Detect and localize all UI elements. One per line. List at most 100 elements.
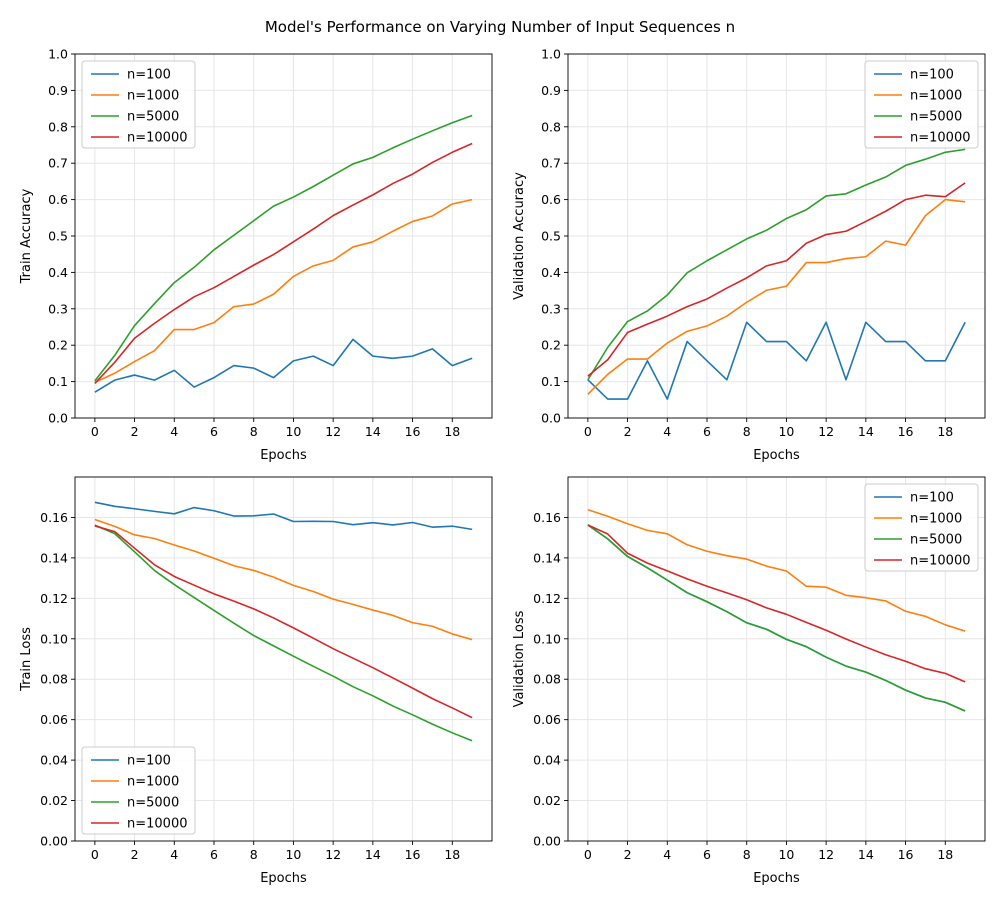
series-line-n-10000: [94, 525, 473, 719]
train-accuracy-x-axis-label: Epochs: [260, 448, 307, 463]
y-tick-label: 0.14: [533, 550, 561, 565]
train-loss-y-axis-label: Train Loss: [19, 627, 34, 692]
y-tick-label: 0.9: [48, 83, 68, 98]
x-tick-label: 12: [325, 847, 341, 862]
series-line-n-1000: [94, 198, 473, 384]
series-line-n-10000: [94, 142, 473, 384]
x-tick-label: 0: [584, 424, 592, 439]
series-line-n-100: [587, 321, 966, 400]
y-tick-label: 0.3: [48, 301, 68, 316]
y-tick-label: 0.0: [541, 411, 561, 426]
train-accuracy-x-ticks: 0 2 4 6 8 10 12 14 16 18: [91, 418, 460, 439]
x-tick-label: 16: [405, 847, 421, 862]
y-tick-label: 0.1: [541, 374, 561, 389]
legend-label: n=10000: [127, 131, 188, 146]
figure-title: Model's Performance on Varying Number of…: [265, 18, 735, 36]
series-line-n-100: [94, 338, 473, 393]
series-line-n-1000: [587, 508, 966, 632]
series-line-n-5000: [94, 524, 473, 742]
train-accuracy-series: [94, 114, 473, 393]
x-tick-label: 14: [858, 847, 874, 862]
legend-label: n=100: [127, 754, 171, 769]
legend-label: n=5000: [127, 110, 179, 125]
legend-label: n=100: [127, 68, 171, 83]
train-loss-x-axis-label: Epochs: [260, 871, 307, 886]
y-tick-label: 0.6: [48, 192, 68, 207]
x-tick-label: 2: [131, 424, 139, 439]
legend-label: n=10000: [910, 131, 971, 146]
y-tick-label: 0.08: [533, 672, 561, 687]
x-tick-label: 8: [743, 424, 751, 439]
x-tick-label: 4: [170, 424, 178, 439]
y-tick-label: 0.06: [533, 712, 561, 727]
y-tick-label: 0.4: [48, 265, 68, 280]
legend-label: n=1000: [127, 775, 179, 790]
x-tick-label: 2: [131, 847, 139, 862]
y-tick-label: 0.6: [541, 192, 561, 207]
x-tick-label: 18: [937, 424, 953, 439]
train-accuracy-legend: n=100 n=1000 n=5000 n=10000: [81, 60, 196, 149]
validation-accuracy-y-axis-label: Validation Accuracy: [512, 172, 527, 300]
y-tick-label: 0.10: [40, 631, 68, 646]
validation-loss-y-ticks: 0.00 0.02 0.04 0.06 0.08 0.10 0.12 0.14 0.16: [533, 510, 568, 849]
y-tick-label: 0.02: [533, 793, 561, 808]
x-tick-label: 2: [624, 847, 632, 862]
train-loss-y-ticks: 0.00 0.02 0.04 0.06 0.08 0.10 0.12 0.14 0.16: [40, 510, 75, 849]
y-tick-label: 0.08: [40, 672, 68, 687]
x-tick-label: 10: [778, 847, 794, 862]
y-tick-label: 1.0: [541, 47, 561, 62]
validation-accuracy-panel: 0 2 4 6 8 10 12 14 16 180.00.10.20.30.40.50.60.70…: [512, 47, 986, 463]
x-tick-label: 8: [250, 424, 258, 439]
series-line-n-10000: [587, 524, 966, 683]
y-tick-label: 0.8: [48, 119, 68, 134]
legend-label: n=10000: [910, 554, 971, 569]
y-tick-label: 0.5: [48, 229, 68, 244]
x-tick-label: 10: [285, 424, 301, 439]
legend-label: n=10000: [127, 817, 188, 832]
series-line-n-100: [94, 501, 473, 531]
legend-box: [81, 746, 196, 835]
validation-accuracy-legend: n=100 n=1000 n=5000 n=10000: [864, 60, 979, 149]
train-loss-axes-frame: [74, 476, 493, 842]
validation-loss-x-ticks: 0 2 4 6 8 10 12 14 16 18: [584, 841, 953, 862]
y-tick-label: 0.1: [48, 374, 68, 389]
validation-accuracy-x-axis-label: Epochs: [753, 448, 800, 463]
train-loss-legend: n=100 n=1000 n=5000 n=10000: [81, 746, 196, 835]
y-tick-label: 0.04: [40, 753, 68, 768]
y-tick-label: 0.2: [48, 338, 68, 353]
series-line-n-1000: [94, 518, 473, 641]
x-tick-label: 4: [663, 424, 671, 439]
validation-loss-legend: n=100 n=1000 n=5000 n=10000: [864, 483, 979, 572]
legend-box: [864, 60, 979, 149]
subplots: 0 2 4 6 8 10 12 14 16 180.00.10.20.30.40.50.60.70…: [19, 47, 986, 886]
train-loss-series: [94, 501, 473, 742]
legend-label: n=5000: [127, 796, 179, 811]
validation-accuracy-y-ticks: 0.0 0.1 0.2 0.3 0.4 0.5 0.6 0.7 0.8 0.9 1.0: [541, 47, 568, 426]
series-line-n-1000: [587, 198, 966, 395]
x-tick-label: 8: [743, 847, 751, 862]
x-tick-label: 0: [91, 424, 99, 439]
x-tick-label: 10: [285, 847, 301, 862]
x-tick-label: 18: [937, 847, 953, 862]
x-tick-label: 2: [624, 424, 632, 439]
y-tick-label: 0.12: [533, 591, 561, 606]
y-tick-label: 0.8: [541, 119, 561, 134]
y-tick-label: 0.14: [40, 550, 68, 565]
y-tick-label: 0.9: [541, 83, 561, 98]
y-tick-label: 0.10: [533, 631, 561, 646]
train-accuracy-y-ticks: 0.0 0.1 0.2 0.3 0.4 0.5 0.6 0.7 0.8 0.9 1.0: [48, 47, 75, 426]
validation-loss-series: [587, 508, 966, 712]
y-tick-label: 0.12: [40, 591, 68, 606]
y-tick-label: 0.3: [541, 301, 561, 316]
x-tick-label: 4: [663, 847, 671, 862]
validation-loss-axes-frame: [567, 476, 986, 842]
validation-loss-x-axis-label: Epochs: [753, 871, 800, 886]
x-tick-label: 14: [365, 424, 381, 439]
train-accuracy-y-axis-label: Train Accuracy: [19, 188, 34, 284]
y-tick-label: 0.16: [40, 510, 68, 525]
x-tick-label: 12: [325, 424, 341, 439]
y-tick-label: 0.0: [48, 411, 68, 426]
y-tick-label: 0.00: [40, 834, 68, 849]
y-tick-label: 0.5: [541, 229, 561, 244]
